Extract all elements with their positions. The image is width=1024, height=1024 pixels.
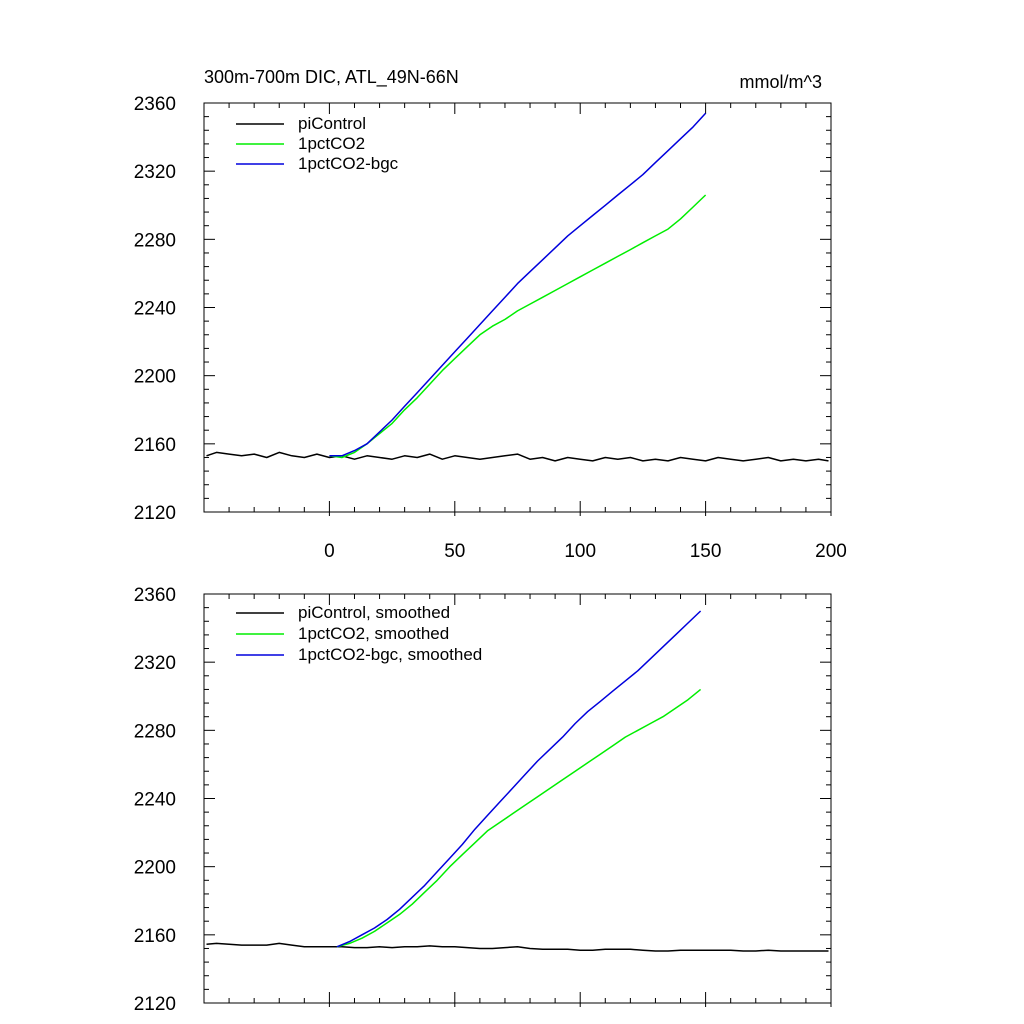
x-tick-label: 0 <box>324 541 335 562</box>
units-label: mmol/m^3 <box>740 72 822 92</box>
bottom-legend: piControl, smoothed 1pctCO2, smoothed 1pct… <box>236 603 482 664</box>
series-line-1pctco2-bgc-smoothed <box>336 610 702 948</box>
x-tick-label: 200 <box>815 541 847 562</box>
y-tick-label: 2160 <box>134 435 176 456</box>
x-tick-label: 150 <box>690 541 722 562</box>
y-tick-label: 2280 <box>134 230 176 251</box>
bottom-y-tick-labels: 2120 2160 2200 2240 2280 2320 2360 <box>134 585 176 1015</box>
y-tick-label: 2160 <box>134 926 176 947</box>
series-line-1pctco2-smoothed <box>336 688 702 948</box>
y-tick-label: 2280 <box>134 721 176 742</box>
legend-label: 1pctCO2, smoothed <box>298 624 449 643</box>
legend-label: piControl, smoothed <box>298 603 450 622</box>
y-tick-label: 2360 <box>134 94 176 115</box>
top-panel: 2120 2160 2200 2240 2280 2320 2360 0 50 100 150 20… <box>134 94 847 562</box>
top-y-tick-labels: 2120 2160 2200 2240 2280 2320 2360 <box>134 94 176 524</box>
x-tick-label: 100 <box>564 541 596 562</box>
top-x-tick-labels: 0 50 100 150 200 <box>324 541 847 562</box>
bottom-panel: 2120 2160 2200 2240 2280 2320 2360 piControl, … <box>134 585 832 1015</box>
bottom-axis-ticks <box>204 593 832 1007</box>
y-tick-label: 2200 <box>134 367 176 388</box>
series-line-1pctco2 <box>329 194 707 459</box>
x-tick-label: 50 <box>444 541 465 562</box>
legend-label: piControl <box>298 114 366 133</box>
y-tick-label: 2120 <box>134 994 176 1015</box>
y-tick-label: 2360 <box>134 585 176 606</box>
y-tick-label: 2240 <box>134 299 176 320</box>
y-tick-label: 2240 <box>134 790 176 811</box>
series-line-picontrol <box>206 451 829 462</box>
y-tick-label: 2200 <box>134 858 176 879</box>
top-series <box>206 112 829 462</box>
legend-label: 1pctCO2-bgc <box>298 154 399 173</box>
legend-label: 1pctCO2 <box>298 134 365 153</box>
y-tick-label: 2320 <box>134 653 176 674</box>
series-line-1pctco2-bgc <box>329 112 707 457</box>
top-axis-ticks <box>204 102 832 516</box>
legend-label: 1pctCO2-bgc, smoothed <box>298 645 482 664</box>
y-tick-label: 2120 <box>134 503 176 524</box>
y-tick-label: 2320 <box>134 162 176 183</box>
chart-title: 300m-700m DIC, ATL_49N-66N <box>204 67 459 88</box>
bottom-series <box>206 610 829 952</box>
series-line-picontrol-smoothed <box>206 942 829 952</box>
